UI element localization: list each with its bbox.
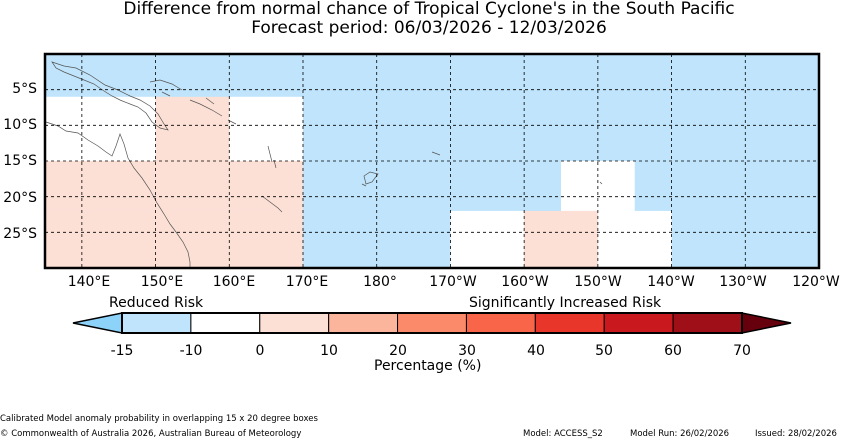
lon-label-130w: 130°W bbox=[719, 274, 767, 290]
colorbar-segment bbox=[190, 312, 261, 334]
coastline-samoa bbox=[431, 151, 441, 156]
colorbar-tick: 70 bbox=[733, 343, 751, 359]
colorbar-segment bbox=[121, 312, 192, 334]
increased-risk-label: Significantly Increased Risk bbox=[469, 295, 662, 311]
lat-label-20s: 20°S bbox=[3, 190, 37, 206]
colorbar-segment bbox=[328, 312, 399, 334]
colorbar-tick: 0 bbox=[255, 343, 265, 359]
lat-label-10s: 10°S bbox=[3, 117, 37, 133]
lon-label-160w: 160°W bbox=[501, 274, 549, 290]
reduced-risk-label: Reduced Risk bbox=[109, 295, 204, 311]
lon-label-120w: 120°W bbox=[792, 274, 840, 290]
colorbar-max-arrow bbox=[741, 312, 792, 334]
colorbar-tick: 50 bbox=[595, 343, 613, 359]
coastline-fiji bbox=[361, 171, 379, 187]
anomaly-cell bbox=[229, 161, 303, 211]
coastline-cook-islands bbox=[599, 181, 603, 185]
colorbar-tick: 20 bbox=[389, 343, 407, 359]
colorbar-tick: 10 bbox=[320, 343, 338, 359]
lat-label-15s: 15°S bbox=[3, 153, 37, 169]
lon-label-170w: 170°W bbox=[429, 274, 477, 290]
lon-label-150w: 150°W bbox=[574, 274, 622, 290]
coastline-bismarck bbox=[149, 79, 183, 97]
forecast-period-subtitle: Forecast period: 06/03/2026 - 12/03/2026 bbox=[251, 18, 607, 38]
calibration-note: Calibrated Model anomaly probability in … bbox=[0, 414, 318, 424]
colorbar-min-arrow bbox=[72, 312, 123, 334]
colorbar-frame bbox=[121, 312, 743, 334]
anomaly-cell bbox=[450, 210, 525, 268]
coastline-new-caledonia bbox=[261, 195, 283, 213]
graticule bbox=[45, 54, 819, 268]
colorbar-tick: 30 bbox=[458, 343, 476, 359]
colorbar-segment bbox=[603, 312, 674, 334]
map-title: Difference from normal chance of Tropica… bbox=[123, 0, 735, 19]
colorbar-segment bbox=[397, 312, 467, 334]
lon-label-140e: 140°E bbox=[67, 274, 111, 290]
coastline-australia bbox=[45, 121, 191, 269]
model-run-date: Model Run: 26/02/2026 bbox=[630, 429, 730, 439]
anomaly-cell bbox=[45, 210, 230, 268]
anomaly-cell bbox=[597, 210, 672, 268]
anomaly-cell bbox=[45, 161, 156, 211]
anomaly-cell bbox=[524, 210, 598, 268]
lat-label-5s: 5°S bbox=[12, 81, 37, 97]
lon-label-170e: 170°E bbox=[285, 274, 329, 290]
lon-label-180: 180° bbox=[363, 274, 397, 290]
anomaly-cell bbox=[229, 96, 303, 161]
colorbar-segment bbox=[465, 312, 536, 334]
lon-label-150e: 150°E bbox=[140, 274, 184, 290]
anomaly-cell bbox=[229, 210, 303, 268]
anomaly-cell bbox=[45, 96, 156, 161]
map-frame bbox=[43, 52, 821, 270]
anomaly-cell bbox=[155, 161, 230, 211]
anomaly-cell bbox=[155, 96, 230, 161]
lon-label-140w: 140°W bbox=[647, 274, 695, 290]
colorbar-segment bbox=[534, 312, 605, 334]
colorbar bbox=[72, 312, 792, 334]
colorbar-segment bbox=[672, 312, 743, 334]
colorbar-tick: 60 bbox=[664, 343, 682, 359]
issued-date: Issued: 28/02/2026 bbox=[755, 429, 837, 439]
model-name: Model: ACCESS_S2 bbox=[523, 429, 603, 439]
colorbar-tick: -15 bbox=[110, 343, 134, 359]
colorbar-axis-label: Percentage (%) bbox=[374, 358, 482, 374]
lon-label-160e: 160°E bbox=[212, 274, 256, 290]
copyright-notice: © Commonwealth of Australia 2026, Austra… bbox=[0, 429, 302, 439]
lat-label-25s: 25°S bbox=[3, 226, 37, 242]
colorbar-segment bbox=[259, 312, 330, 334]
colorbar-tick: -10 bbox=[179, 343, 203, 359]
colorbar-tick: 40 bbox=[527, 343, 545, 359]
